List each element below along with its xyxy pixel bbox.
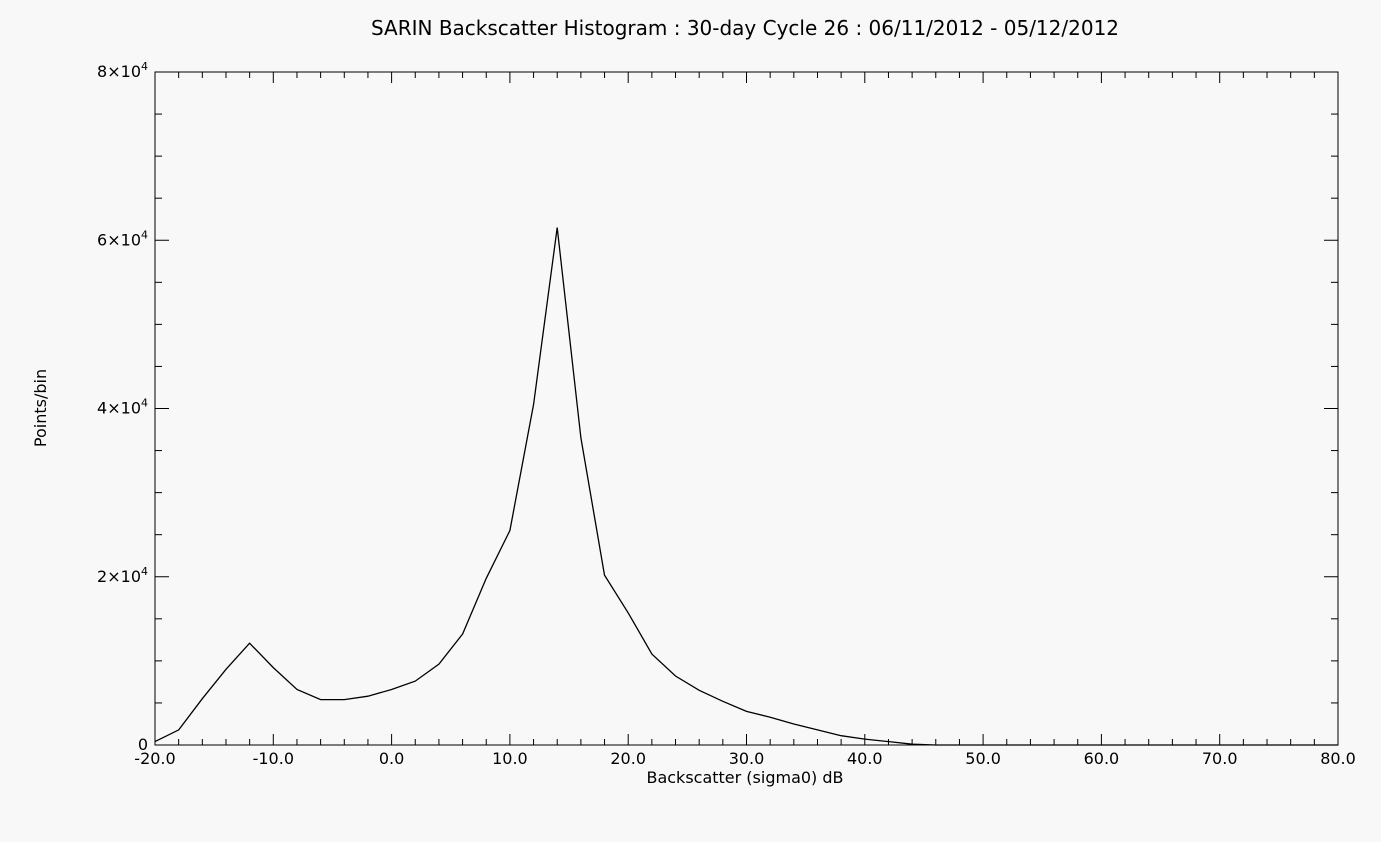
x-tick-label: 0.0 <box>379 749 404 768</box>
y-tick-mantissa: 4×10 <box>97 399 141 418</box>
series-line-0 <box>154 227 1338 746</box>
x-tick-label: 20.0 <box>610 749 646 768</box>
x-tick-label: 70.0 <box>1202 749 1238 768</box>
y-tick-exponent: 4 <box>141 60 148 73</box>
x-tick-label: 40.0 <box>847 749 883 768</box>
y-tick-exponent: 4 <box>141 565 148 578</box>
y-tick-label: 0 <box>138 735 148 754</box>
y-tick-label: 2×104 <box>97 565 148 586</box>
x-tick-label: 50.0 <box>965 749 1001 768</box>
y-axis-label: Points/bin <box>31 369 50 447</box>
series-group <box>154 227 1338 746</box>
axis-ticks <box>154 71 1339 746</box>
x-tick-label: -20.0 <box>134 749 175 768</box>
tick-labels: -20.0 -10.0 0.0 10.0 20.0 30.0 40.0 50.0 60.0 70.… <box>97 60 1356 768</box>
y-tick-mantissa: 8×10 <box>97 62 141 81</box>
y-tick-label: 8×104 <box>97 60 148 81</box>
y-tick-exponent: 4 <box>141 228 148 241</box>
y-tick-exponent: 4 <box>141 397 148 410</box>
y-tick-label: 4×104 <box>97 397 148 418</box>
chart-title: SARIN Backscatter Histogram : 30-day Cyc… <box>371 16 1119 40</box>
x-tick-label: 80.0 <box>1320 749 1356 768</box>
plot-frame <box>154 71 1339 746</box>
y-tick-mantissa: 6×10 <box>97 230 141 249</box>
y-tick-label: 6×104 <box>97 228 148 249</box>
y-tick-mantissa: 0 <box>138 735 148 754</box>
x-tick-label: 10.0 <box>492 749 528 768</box>
x-tick-label: 60.0 <box>1084 749 1120 768</box>
x-axis-label: Backscatter (sigma0) dB <box>646 768 843 787</box>
x-tick-label: -10.0 <box>253 749 294 768</box>
x-tick-label: 30.0 <box>729 749 765 768</box>
y-tick-mantissa: 2×10 <box>97 567 141 586</box>
